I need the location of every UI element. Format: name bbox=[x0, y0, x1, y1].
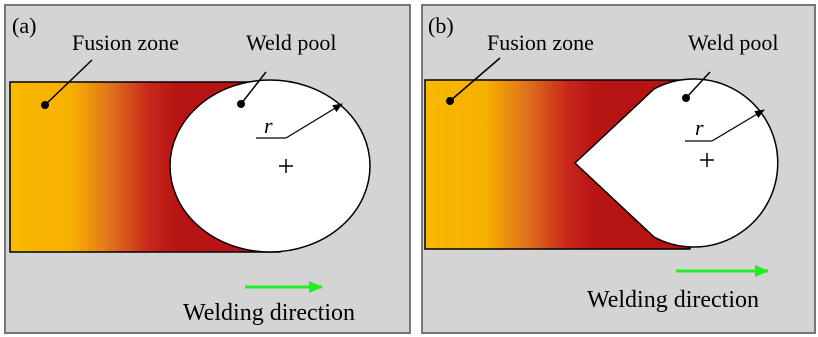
fusion-zone-label: Fusion zone bbox=[487, 30, 594, 55]
weld-pool-label: Weld pool bbox=[246, 30, 337, 55]
diagram: (a) Fusion zone Weld pool r Welding dire… bbox=[0, 0, 818, 337]
panel-label: (a) bbox=[12, 13, 36, 38]
radius-label: r bbox=[264, 113, 273, 138]
leader-dot bbox=[41, 101, 49, 109]
leader-dot bbox=[682, 94, 690, 102]
direction-label: Welding direction bbox=[183, 300, 355, 326]
fusion-zone-label: Fusion zone bbox=[72, 30, 179, 55]
leader-dot bbox=[237, 100, 245, 108]
weld-pool-label: Weld pool bbox=[688, 30, 779, 55]
radius-label: r bbox=[695, 115, 704, 140]
direction-label: Welding direction bbox=[587, 287, 759, 313]
leader-dot bbox=[446, 97, 454, 105]
panel-a: (a) Fusion zone Weld pool r Welding dire… bbox=[5, 5, 410, 333]
panel-b: (b) Fusion zone Weld pool r Welding dire… bbox=[422, 5, 815, 333]
panel-label: (b) bbox=[428, 13, 454, 38]
